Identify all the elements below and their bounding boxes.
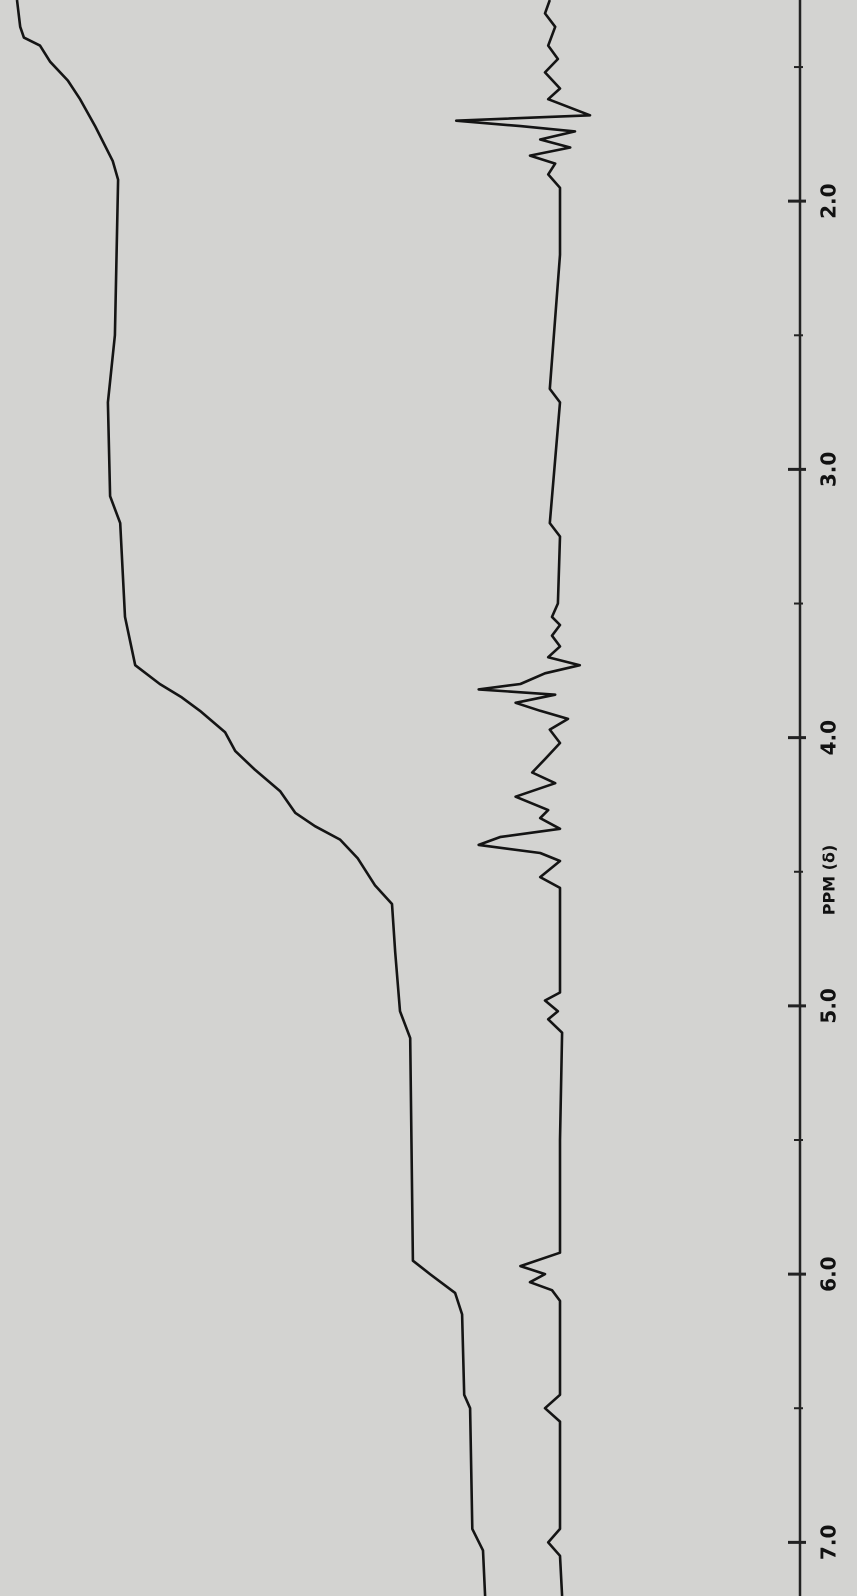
x-tick-label: 4.0 [817, 720, 841, 755]
series-line [15, 0, 487, 1596]
x-tick-label: 7.0 [817, 1525, 841, 1560]
x-tick-label: 6.0 [817, 1256, 841, 1291]
series-line [454, 0, 592, 1596]
x-tick-label: 2.0 [817, 183, 841, 218]
x-axis-label: PPM (δ) [820, 845, 839, 916]
x-tick-label: 3.0 [817, 452, 841, 487]
x-tick-label: 5.0 [817, 988, 841, 1023]
